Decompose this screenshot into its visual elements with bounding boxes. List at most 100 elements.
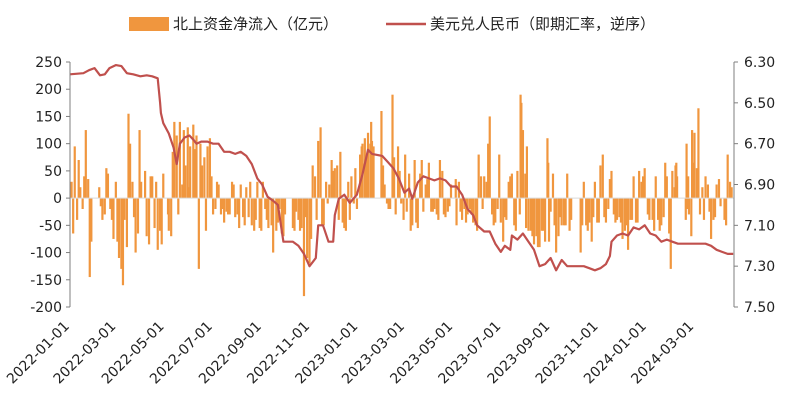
inflow-bar bbox=[200, 165, 204, 199]
inflow-bar bbox=[687, 198, 691, 215]
inflow-bar bbox=[264, 198, 267, 209]
inflow-bar bbox=[424, 184, 427, 199]
inflow-bar bbox=[333, 168, 336, 199]
inflow-bar bbox=[498, 154, 501, 199]
inflow-bar bbox=[485, 181, 488, 199]
inflow-bar bbox=[474, 198, 477, 226]
inflow-bar bbox=[579, 198, 582, 253]
inflow-bar bbox=[328, 184, 331, 199]
inflow-bar bbox=[151, 176, 154, 199]
inflow-bar bbox=[348, 198, 351, 220]
inflow-bar bbox=[653, 198, 656, 231]
inflow-bar bbox=[592, 198, 595, 218]
inflow-bar bbox=[189, 146, 192, 199]
inflow-bar bbox=[199, 143, 202, 199]
inflow-bar bbox=[249, 181, 252, 199]
y-right-tick-label: 7.30 bbox=[744, 259, 775, 275]
y-left-tick-label: 250 bbox=[35, 55, 62, 71]
inflow-bar bbox=[685, 143, 688, 199]
inflow-bar bbox=[464, 198, 468, 223]
inflow-bar bbox=[72, 198, 75, 234]
inflow-bar bbox=[509, 176, 512, 199]
inflow-bar bbox=[525, 146, 528, 199]
inflow-bar bbox=[239, 184, 242, 199]
inflow-bar bbox=[446, 198, 449, 212]
inflow-bar bbox=[568, 198, 571, 231]
inflow-bar bbox=[293, 198, 296, 231]
inflow-bar bbox=[615, 198, 619, 220]
inflow-bar bbox=[542, 198, 545, 231]
inflow-bar bbox=[505, 198, 508, 220]
inflow-bar bbox=[662, 198, 665, 218]
inflow-bar bbox=[448, 198, 451, 207]
inflow-bar bbox=[704, 176, 707, 199]
inflow-bar bbox=[532, 198, 536, 245]
inflow-bar bbox=[175, 135, 178, 199]
inflow-bar bbox=[695, 168, 698, 199]
inflow-bar bbox=[389, 198, 392, 209]
inflow-bar bbox=[298, 198, 302, 231]
inflow-bar bbox=[125, 198, 129, 248]
inflow-bar bbox=[564, 198, 567, 226]
inflow-bar bbox=[442, 198, 445, 215]
inflow-bar bbox=[597, 198, 600, 223]
inflow-bar bbox=[326, 198, 329, 204]
inflow-bar bbox=[669, 198, 672, 269]
inflow-bar bbox=[630, 198, 634, 220]
inflow-bar bbox=[103, 198, 106, 215]
inflow-bar bbox=[405, 198, 408, 212]
inflow-bar bbox=[535, 198, 538, 237]
inflow-bar bbox=[87, 179, 90, 199]
inflow-bar bbox=[427, 162, 430, 199]
inflow-bar bbox=[492, 198, 495, 226]
inflow-bar bbox=[691, 130, 694, 199]
inflow-bar bbox=[396, 146, 400, 199]
inflow-bar bbox=[632, 176, 635, 199]
inflow-bar bbox=[603, 198, 606, 218]
inflow-bar bbox=[254, 198, 257, 220]
inflow-bar bbox=[690, 198, 693, 237]
inflow-bar bbox=[311, 165, 314, 199]
inflow-bar bbox=[217, 184, 220, 199]
inflow-bar bbox=[582, 181, 585, 199]
inflow-bar bbox=[234, 198, 237, 218]
inflow-bar bbox=[483, 176, 486, 199]
inflow-bar bbox=[184, 165, 187, 199]
inflow-bar bbox=[110, 198, 113, 220]
inflow-bar bbox=[73, 146, 76, 199]
inflow-bar bbox=[270, 198, 273, 226]
y-right-tick-label: 6.70 bbox=[744, 137, 775, 153]
inflow-bar bbox=[245, 187, 248, 199]
inflow-bar bbox=[117, 198, 121, 258]
inflow-bar bbox=[350, 176, 353, 199]
inflow-bar bbox=[321, 198, 324, 226]
inflow-bar bbox=[566, 173, 569, 199]
inflow-bar bbox=[294, 198, 298, 212]
inflow-bar bbox=[562, 198, 566, 226]
inflow-bar bbox=[247, 198, 250, 218]
inflow-bar bbox=[636, 198, 639, 223]
inflow-bar bbox=[426, 179, 429, 199]
inflow-bar bbox=[156, 198, 159, 250]
inflow-bar bbox=[596, 198, 599, 223]
inflow-bar bbox=[547, 162, 550, 199]
inflow-bar bbox=[634, 198, 638, 223]
inflow-bar bbox=[317, 140, 320, 199]
inflow-bar bbox=[261, 181, 264, 199]
inflow-bar bbox=[433, 198, 436, 209]
inflow-bar bbox=[385, 198, 389, 204]
inflow-bar bbox=[621, 198, 624, 239]
inflow-bar bbox=[646, 198, 649, 215]
inflow-bar bbox=[400, 198, 403, 204]
inflow-bar bbox=[529, 198, 532, 231]
inflow-bar bbox=[319, 127, 322, 199]
inflow-bar bbox=[275, 198, 278, 231]
inflow-bar bbox=[455, 198, 458, 226]
inflow-bar bbox=[479, 176, 483, 199]
inflow-bar bbox=[131, 181, 134, 199]
inflow-bar bbox=[192, 124, 195, 199]
inflow-bar bbox=[138, 130, 141, 199]
inflow-bar bbox=[383, 184, 386, 199]
inflow-bar bbox=[525, 198, 528, 229]
inflow-bar bbox=[723, 198, 726, 220]
